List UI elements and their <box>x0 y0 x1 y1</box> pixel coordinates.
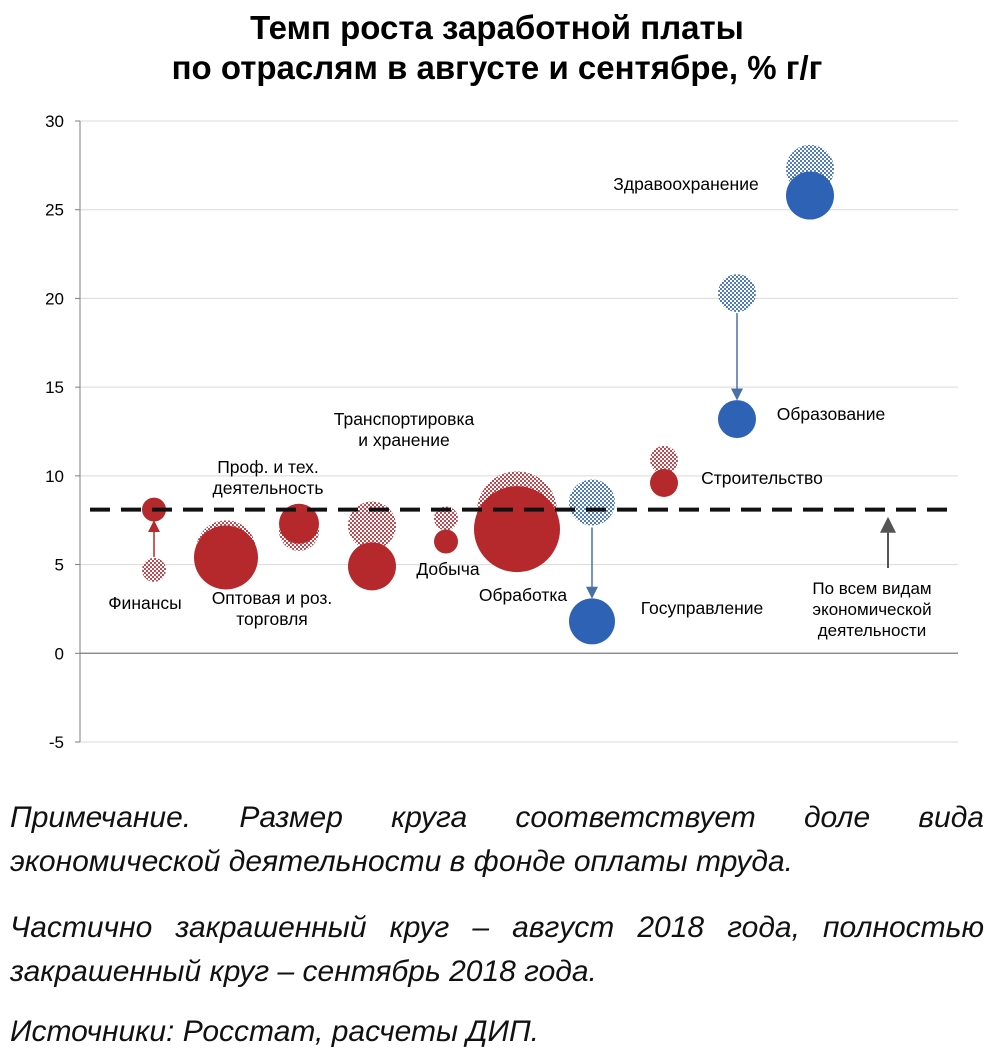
bubble-august-добыча <box>434 506 458 531</box>
bubble-label-line: Финансы <box>108 593 181 613</box>
bubble-september-добыча <box>434 529 458 554</box>
reference-label-line: деятельности <box>818 621 926 640</box>
bubble-september-госуправление <box>569 598 615 645</box>
y-tick-label: 5 <box>55 556 64 575</box>
bubble-august-госуправление <box>569 479 615 526</box>
arrows <box>148 313 743 599</box>
bubble-august-образование <box>718 274 756 313</box>
y-tick-label: 30 <box>45 112 64 131</box>
chart-title-line-2: по отраслям в августе и сентябре, % г/г <box>171 49 823 86</box>
y-axis-ticks: 30 25 20 15 10 5 0 -5 <box>45 112 64 752</box>
bubble-label-здравоохранение: Здравоохранение <box>613 174 758 194</box>
bubble-september-оптовая-и-роз-торговля <box>194 525 258 590</box>
bubble-label-line: деятельность <box>213 478 324 498</box>
bubble-chart: 30 25 20 15 10 5 0 -5 По всем видам экономическо… <box>45 112 958 752</box>
bubble-label-line: Обработка <box>479 585 568 605</box>
bubble-august-транспортировка-и-хранение <box>348 501 396 550</box>
bubble-label-line: торговля <box>236 609 308 629</box>
bubble-september-проф-и-тех-деятельность <box>279 503 319 544</box>
grid-lines <box>75 120 958 743</box>
bubble-label-госуправление: Госуправление <box>641 598 764 618</box>
bubble-label-строительство: Строительство <box>701 468 823 488</box>
y-tick-label: 0 <box>55 644 64 663</box>
bubble-label-line: Транспортировка <box>334 409 475 429</box>
reference-line-group: По всем видам экономической деятельности <box>90 507 950 640</box>
chart-title-line-1: Темп роста заработной платы <box>250 9 744 46</box>
bubble-label-образование: Образование <box>777 404 885 424</box>
bubble-label-line: Здравоохранение <box>613 174 758 194</box>
bubble-labels: Финансы Оптовая и роз. торговля Проф. и тех… <box>108 174 885 629</box>
reference-label-line: По всем видам <box>812 579 931 598</box>
bubble-label-добыча: Добыча <box>416 559 479 579</box>
bubble-label-финансы: Финансы <box>108 593 181 613</box>
bubble-label-line: Добыча <box>416 559 479 579</box>
bubble-label-line: Строительство <box>701 468 823 488</box>
y-tick-label: 20 <box>45 289 64 308</box>
bubble-label-line: Образование <box>777 404 885 424</box>
bubble-september-образование <box>718 400 756 439</box>
y-tick-label: 25 <box>45 201 64 220</box>
note-sources: Источники: Росстат, расчеты ДИП. <box>10 1015 540 1048</box>
note-fill: Частично закрашенный круг – август 2018 … <box>10 911 984 988</box>
y-tick-label: -5 <box>49 733 64 752</box>
bubble-label-line: и хранение <box>358 430 449 450</box>
reference-label: По всем видам экономической деятельности <box>812 579 931 640</box>
chart-title: Темп роста заработной платы по отраслям … <box>0 8 994 88</box>
y-tick-label: 10 <box>45 467 64 486</box>
bubbles <box>142 144 834 645</box>
bubble-label-line: Проф. и тех. <box>217 457 319 477</box>
bubble-label-обработка: Обработка <box>479 585 568 605</box>
bubble-label-line: Госуправление <box>641 598 764 618</box>
bubble-label-оптовая-и-роз-торговля: Оптовая и роз. торговля <box>212 588 333 629</box>
bubble-august-строительство <box>650 445 678 474</box>
bubble-label-проф-и-тех-деятельность: Проф. и тех. деятельность <box>213 457 324 498</box>
bubble-september-строительство <box>650 468 678 497</box>
bubble-label-line: Оптовая и роз. <box>212 588 333 608</box>
bubble-september-транспортировка-и-хранение <box>348 542 396 591</box>
bubble-september-обработка <box>474 486 560 573</box>
note-size: Примечание. Размер круга соответствует д… <box>10 801 984 878</box>
reference-label-line: экономической <box>812 600 931 619</box>
bubble-august-финансы <box>142 557 166 582</box>
y-tick-label: 15 <box>45 378 64 397</box>
bubble-label-транспортировка-и-хранение: Транспортировка и хранение <box>334 409 475 450</box>
bubble-september-здравоохранение <box>786 171 834 220</box>
